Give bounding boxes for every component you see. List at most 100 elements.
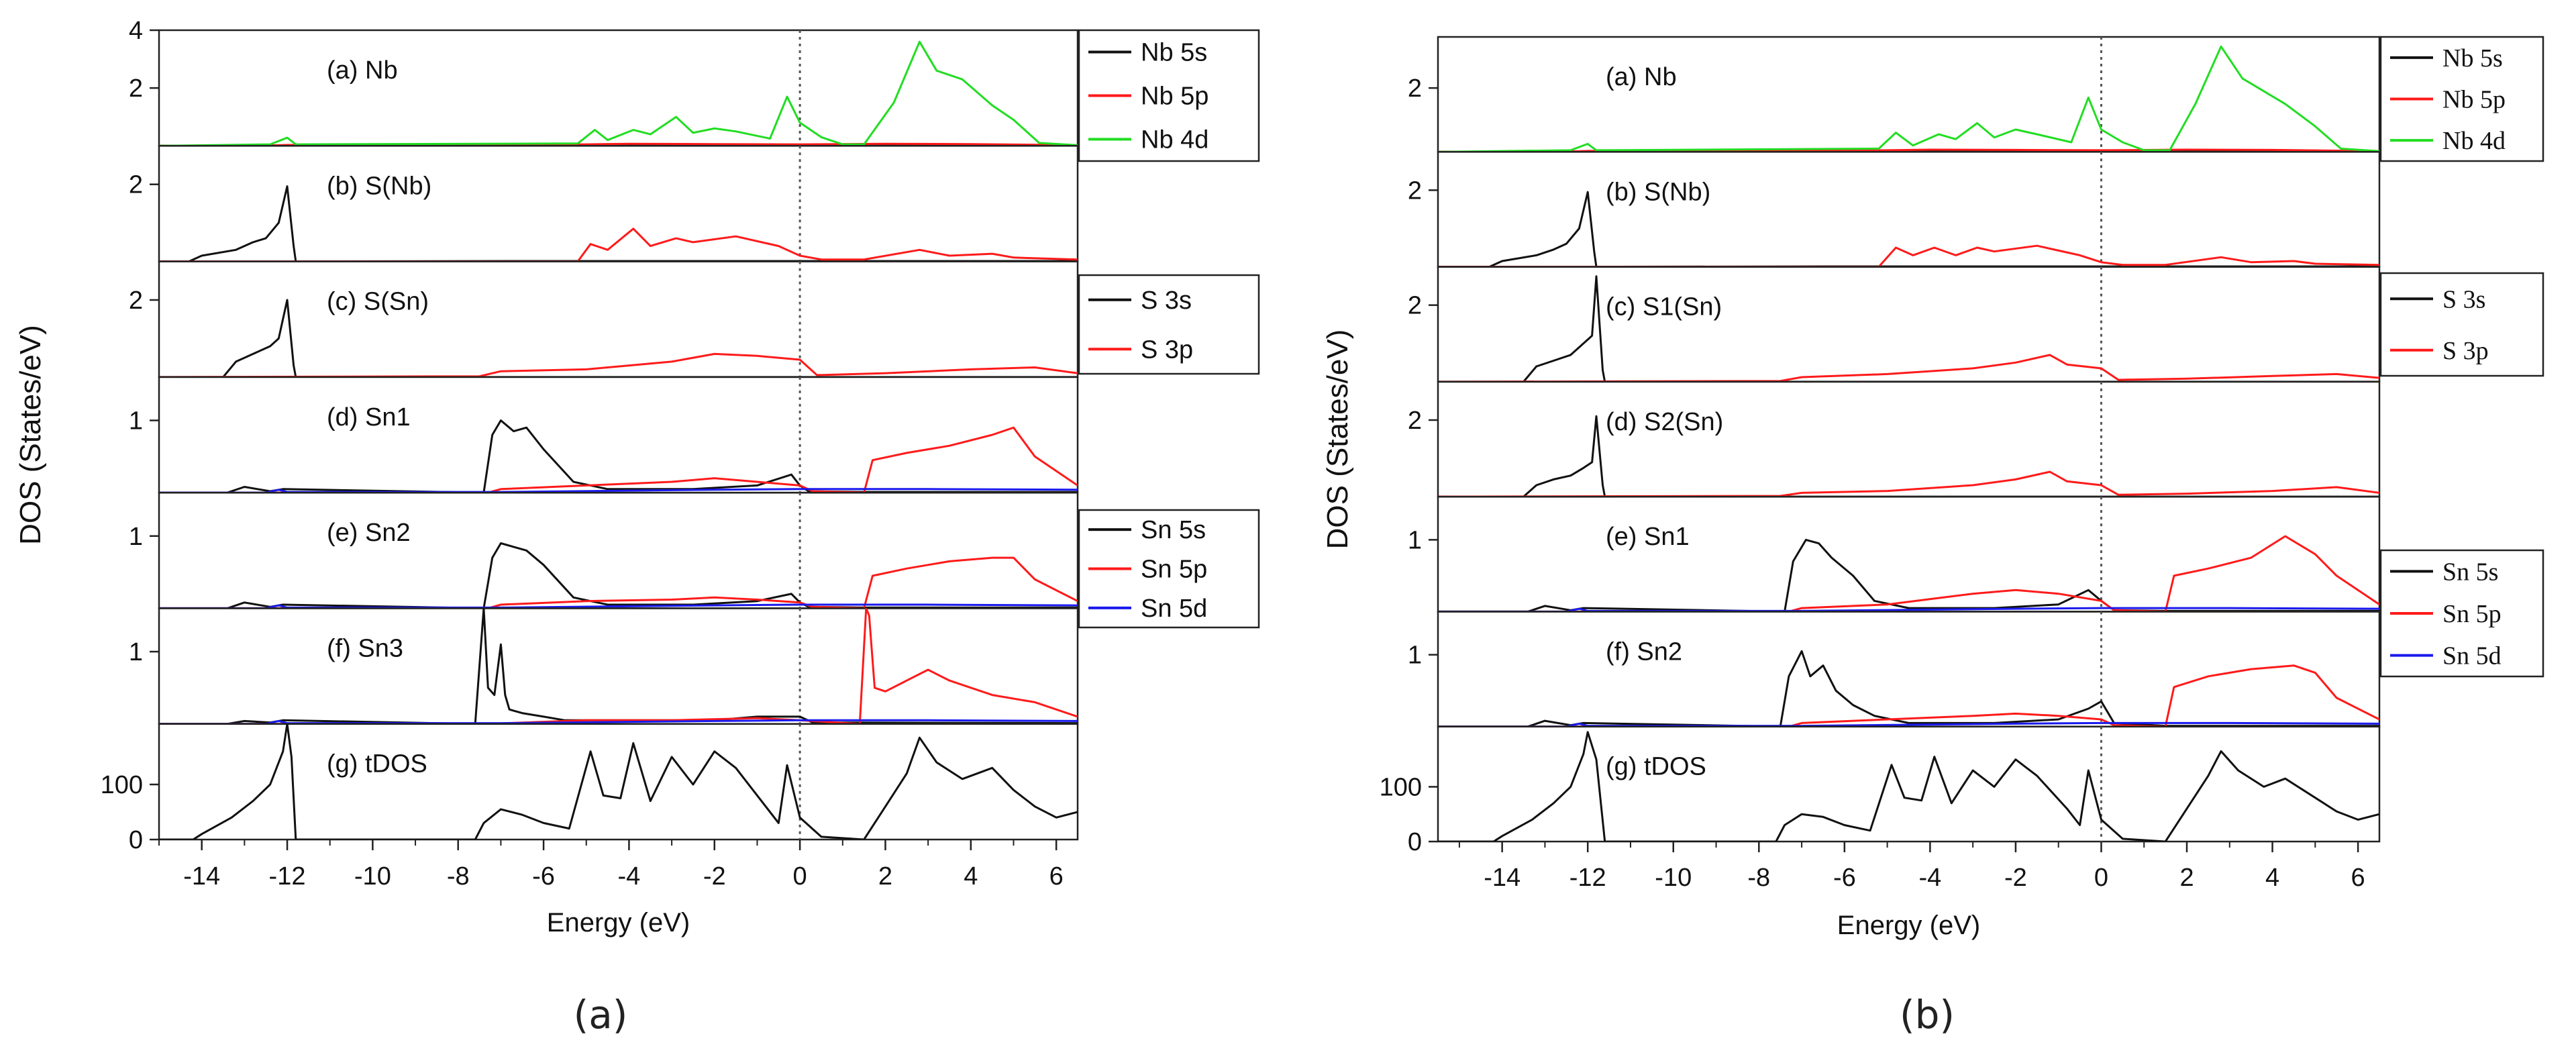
x-tick-label: 0 bbox=[2094, 864, 2108, 892]
panel-frame bbox=[158, 723, 1079, 841]
panel-g-tdos: 0 100 (g) tDOS bbox=[101, 723, 1079, 854]
series-s-3p bbox=[1438, 354, 2379, 382]
y-tick-label: 4 bbox=[129, 17, 143, 45]
series-s-3s bbox=[1438, 191, 2379, 267]
legend: Nb 5s Nb 5p Nb 4d bbox=[1078, 29, 1260, 162]
panel-a-nb: 2 (a) Nb bbox=[1408, 36, 2381, 153]
x-tick-label: 4 bbox=[2265, 864, 2279, 892]
caption-a: (a) bbox=[573, 992, 628, 1037]
x-tick-label: -8 bbox=[447, 862, 470, 891]
panel-label: (b) S(Nb) bbox=[327, 172, 431, 200]
y-tick-label: 2 bbox=[129, 74, 143, 103]
panel-label: (d) Sn1 bbox=[327, 403, 411, 432]
y-axis-label: DOS (States/eV) bbox=[1321, 330, 1354, 550]
y-tick-label: 2 bbox=[1408, 292, 1422, 320]
x-tick-label: -6 bbox=[532, 862, 555, 891]
panel-b-s-nb: 2 (b) S(Nb) bbox=[1408, 151, 2381, 268]
legend-entry: Sn 5d bbox=[1141, 595, 1207, 623]
legend-entry: S 3s bbox=[2442, 285, 2485, 313]
x-tick-label: -2 bbox=[2004, 864, 2027, 892]
panel-e-sn2: 1 (e) Sn2 bbox=[129, 491, 1079, 609]
legend: Nb 5s Nb 5p Nb 4d bbox=[2379, 36, 2544, 162]
y-tick-label: 100 bbox=[101, 771, 143, 799]
x-tick-label: 0 bbox=[793, 862, 807, 891]
series-tdos bbox=[159, 723, 1078, 840]
x-tick-label: -10 bbox=[1655, 864, 1692, 892]
panel-d-sn1: 1 (d) Sn1 bbox=[129, 376, 1079, 494]
panel-frame bbox=[158, 260, 1079, 378]
legend-entry: Nb 4d bbox=[2442, 127, 2506, 155]
panel-frame bbox=[1437, 36, 2381, 153]
series-sn-5s bbox=[159, 608, 1078, 724]
y-tick-label: 0 bbox=[1408, 828, 1422, 856]
legend-box bbox=[2379, 272, 2544, 377]
legend-entry: Nb 4d bbox=[1141, 126, 1208, 154]
y-tick-label: 2 bbox=[1408, 74, 1422, 103]
x-axis: -14 -12 -10 -8 -6 -4 -2 0 2 4 6 bbox=[158, 840, 1064, 891]
panel-frame bbox=[158, 607, 1079, 725]
y-tick-label: 1 bbox=[129, 407, 143, 435]
x-tick-label: -8 bbox=[1747, 864, 1770, 892]
panel-b-s-nb: 2 (b) S(Nb) bbox=[129, 145, 1079, 262]
legend: Sn 5s Sn 5p Sn 5d bbox=[2379, 549, 2544, 678]
panel-label: (c) S1(Sn) bbox=[1606, 293, 1722, 321]
y-tick-label: 0 bbox=[129, 826, 143, 854]
panel-frame bbox=[1437, 611, 2381, 727]
series-sn-5s bbox=[1438, 650, 2379, 727]
y-tick-label: 1 bbox=[1408, 526, 1422, 554]
panel-frame bbox=[1437, 151, 2381, 268]
x-tick-label: 2 bbox=[878, 862, 892, 891]
series-nb-4d bbox=[159, 40, 1078, 146]
series-s-3p bbox=[159, 227, 1078, 262]
x-axis: -14 -12 -10 -8 -6 -4 -2 0 2 4 6 bbox=[1458, 842, 2365, 892]
legend-entry: Nb 5s bbox=[1141, 39, 1207, 67]
panel-g-tdos: 0 100 (g) tDOS bbox=[1380, 725, 2381, 856]
legend-entry: Sn 5s bbox=[1141, 516, 1206, 544]
x-tick-label: -12 bbox=[269, 862, 306, 891]
panel-frame bbox=[1437, 495, 2381, 613]
panel-label: (a) Nb bbox=[1606, 63, 1677, 91]
x-axis-label: Energy (eV) bbox=[1837, 911, 1980, 940]
y-tick-label: 100 bbox=[1380, 773, 1422, 801]
y-tick-label: 2 bbox=[129, 171, 143, 199]
y-tick-label: 2 bbox=[1408, 407, 1422, 435]
legend-entry: S 3p bbox=[2442, 337, 2489, 365]
series-sn-5p bbox=[1438, 535, 2379, 612]
series-s-3s bbox=[159, 185, 1078, 262]
x-tick-label: -10 bbox=[354, 862, 391, 891]
panel-frame bbox=[158, 376, 1079, 494]
y-tick-label: 2 bbox=[129, 287, 143, 315]
y-axis-label: DOS (States/eV) bbox=[14, 325, 47, 545]
x-tick-label: 6 bbox=[1049, 862, 1064, 891]
panel-label: (g) tDOS bbox=[327, 750, 427, 778]
panel-label: (e) Sn1 bbox=[1606, 523, 1690, 551]
series-s-3s bbox=[1438, 275, 2379, 382]
series-tdos bbox=[1438, 731, 2379, 842]
panel-d-s2-sn: 2 (d) S2(Sn) bbox=[1408, 381, 2381, 498]
x-tick-label: 4 bbox=[964, 862, 978, 891]
series-s-3s bbox=[1438, 415, 2379, 497]
series-sn-5s bbox=[159, 419, 1078, 493]
series-nb-4d bbox=[1438, 45, 2379, 152]
series-sn-5p bbox=[159, 426, 1078, 493]
legend-box bbox=[1078, 274, 1260, 375]
legend-entry: Nb 5p bbox=[2442, 86, 2506, 114]
panel-frame bbox=[1437, 381, 2381, 498]
legend: S 3s S 3p bbox=[2379, 272, 2544, 377]
panel-label: (f) Sn3 bbox=[327, 634, 403, 662]
panel-f-sn3: 1 (f) Sn3 bbox=[129, 607, 1079, 725]
chart-b: 2 (a) Nb 2 (b) S(Nb) 2 (c) S1(Sn) 2 (d) S2(Sn) 1… bbox=[1321, 36, 2544, 940]
y-tick-label: 1 bbox=[1408, 642, 1422, 670]
legend-entry: S 3s bbox=[1141, 287, 1192, 315]
legend-entry: Sn 5p bbox=[1141, 556, 1207, 584]
series-sn-5s bbox=[159, 542, 1078, 609]
panel-frame bbox=[1437, 266, 2381, 383]
y-tick-label: 1 bbox=[129, 638, 143, 666]
panel-frame bbox=[158, 29, 1079, 147]
x-tick-label: 2 bbox=[2179, 864, 2194, 892]
panel-frame bbox=[158, 145, 1079, 262]
panel-label: (c) S(Sn) bbox=[327, 288, 429, 316]
panel-frame bbox=[158, 491, 1079, 609]
legend: S 3s S 3p bbox=[1078, 274, 1260, 375]
